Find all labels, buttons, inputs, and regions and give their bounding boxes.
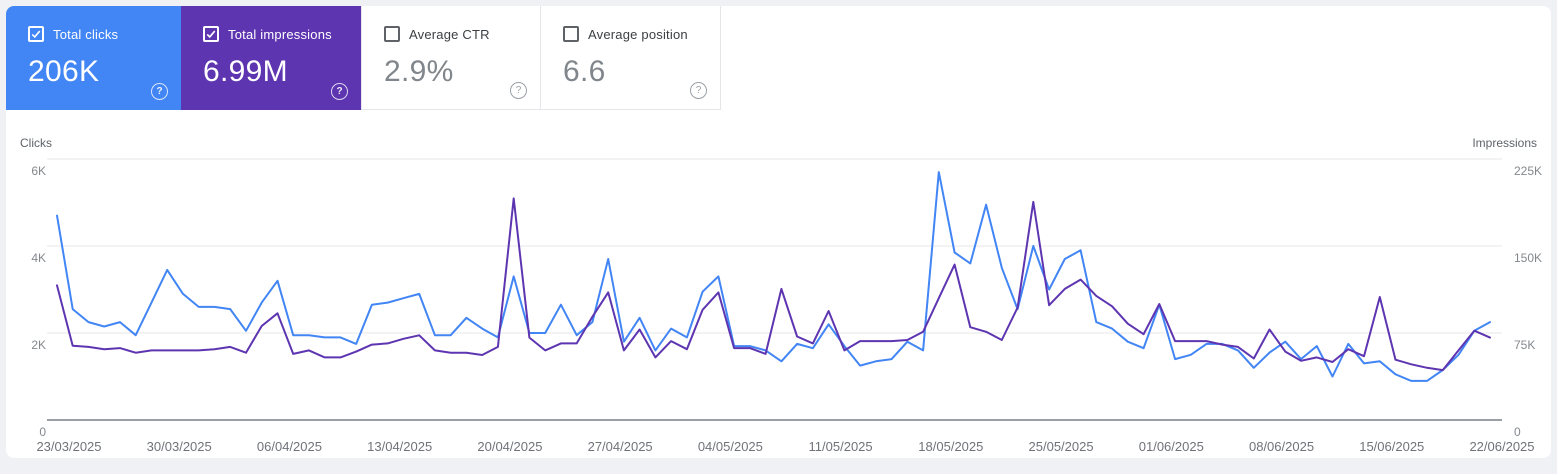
help-icon[interactable]: ? [510, 82, 527, 99]
series-line-clicks[interactable] [56, 171, 1491, 382]
series-line-impressions[interactable] [56, 197, 1491, 372]
y-axis-tick-label-impressions: 225K [1514, 164, 1543, 178]
card-value: 6.6 [563, 55, 606, 88]
right-axis-title: Impressions [1472, 136, 1537, 150]
performance-line-chart[interactable] [6, 6, 1551, 458]
x-axis-date-label: 04/05/2025 [697, 439, 763, 454]
card-label: Total clicks [53, 26, 119, 42]
help-icon[interactable]: ? [151, 83, 168, 100]
x-axis-date-label: 06/04/2025 [256, 439, 322, 454]
checkbox-total-clicks[interactable] [28, 26, 44, 42]
x-axis-date-label: 22/06/2025 [1469, 439, 1535, 454]
x-axis-date-label: 01/06/2025 [1138, 439, 1204, 454]
x-axis-date-label: 15/06/2025 [1359, 439, 1425, 454]
x-axis-date-label: 30/03/2025 [146, 439, 212, 454]
performance-panel: Total clicks 206K ? Total impressions 6.… [6, 6, 1551, 458]
x-axis-date-label: 18/05/2025 [918, 439, 984, 454]
card-label: Average CTR [409, 26, 490, 42]
y-axis-tick-label-impressions: 150K [1514, 251, 1543, 265]
x-axis-date-label: 11/05/2025 [808, 439, 873, 454]
y-axis-tick-label-clicks: 2K [31, 338, 46, 352]
card-value: 2.9% [384, 55, 454, 88]
card-average-ctr[interactable]: Average CTR 2.9% ? [361, 6, 541, 110]
x-axis-date-label: 23/03/2025 [36, 439, 102, 454]
card-label: Average position [588, 26, 688, 42]
y-axis-tick-label-clicks: 4K [31, 251, 46, 265]
help-icon[interactable]: ? [331, 83, 348, 100]
checkbox-total-impressions[interactable] [203, 26, 219, 42]
left-axis-title: Clicks [20, 136, 52, 150]
card-average-position[interactable]: Average position 6.6 ? [541, 6, 721, 110]
checkbox-average-ctr[interactable] [384, 26, 400, 42]
card-value: 6.99M [203, 55, 288, 88]
card-value: 206K [28, 55, 100, 88]
card-total-impressions[interactable]: Total impressions 6.99M ? [181, 6, 361, 110]
help-icon[interactable]: ? [690, 82, 707, 99]
card-total-clicks[interactable]: Total clicks 206K ? [6, 6, 181, 110]
axis-labels-layer: 6K 4K 2K 0 225K 150K 75K 0 23/03/2025 30/03/2025 0… [12, 12, 1551, 458]
metric-cards-row: Total clicks 206K ? Total impressions 6.… [6, 6, 1551, 110]
x-axis-date-label: 20/04/2025 [477, 439, 543, 454]
x-axis-date-label: 08/06/2025 [1248, 439, 1315, 454]
x-axis-date-label: 25/05/2025 [1028, 439, 1094, 454]
y-axis-tick-label-clicks: 6K [31, 164, 46, 178]
x-axis-date-label: 13/04/2025 [367, 439, 433, 454]
checkbox-average-position[interactable] [563, 26, 579, 42]
y-axis-tick-label-impressions: 75K [1514, 338, 1536, 352]
y-axis-tick-label-clicks: 0 [39, 425, 46, 439]
x-axis-date-label: 27/04/2025 [587, 439, 653, 454]
card-label: Total impressions [228, 26, 332, 42]
y-axis-tick-label-impressions: 0 [1514, 425, 1521, 439]
